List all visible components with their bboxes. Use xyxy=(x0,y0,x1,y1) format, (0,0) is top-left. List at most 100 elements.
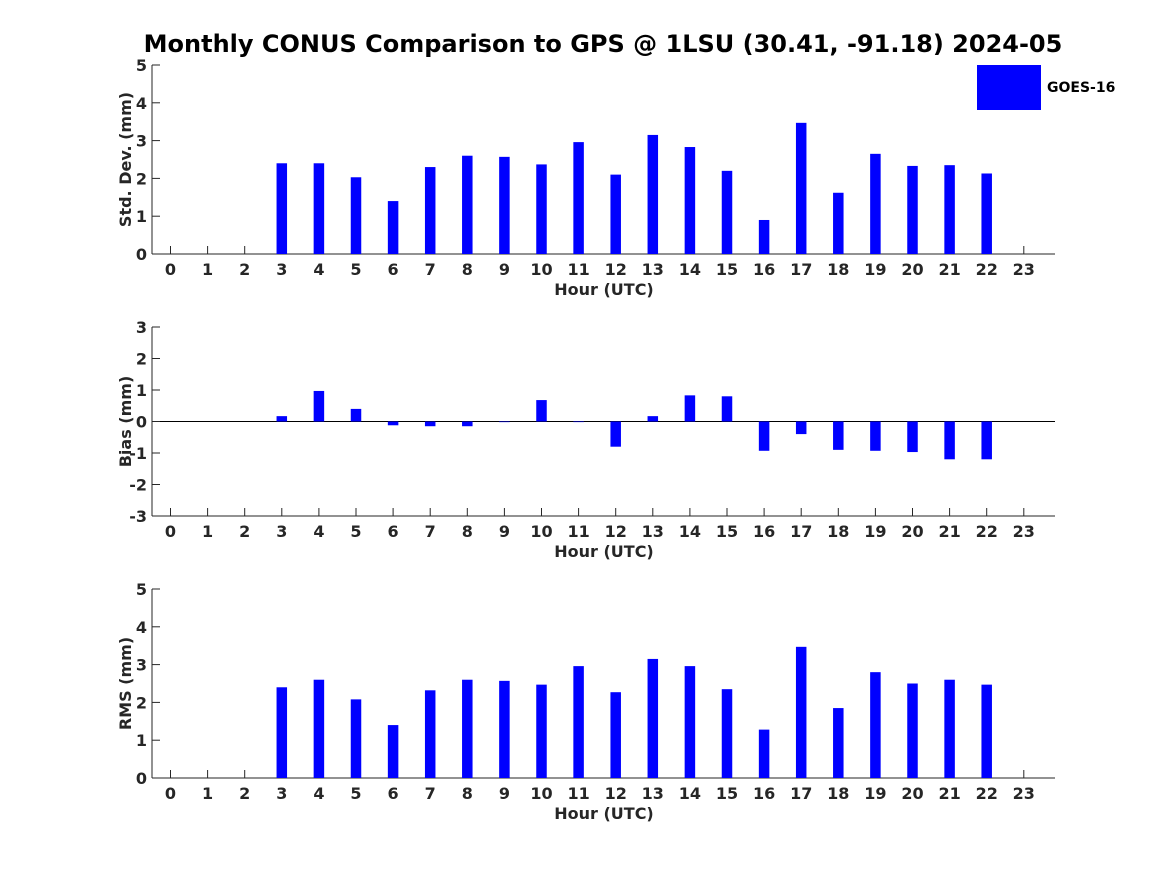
bar-std-dev-hour-15 xyxy=(721,170,733,254)
bar-std-dev-hour-13 xyxy=(647,134,659,254)
bar-rms-hour-7 xyxy=(424,690,436,778)
bar-bias-hour-12 xyxy=(610,421,621,447)
bar-std-dev-hour-4 xyxy=(313,163,325,254)
x-tick-label: 8 xyxy=(462,522,473,541)
y-tick-label: 1 xyxy=(136,207,147,226)
bar-rms-hour-19 xyxy=(870,672,881,778)
bar-rms-hour-16 xyxy=(758,729,770,778)
x-tick-label: 0 xyxy=(165,260,176,279)
y-axis-label: Std. Dev. (mm) xyxy=(116,92,135,227)
y-tick-label: -2 xyxy=(129,476,147,495)
bar-std-dev-hour-8 xyxy=(462,155,473,254)
bar-std-dev-hour-10 xyxy=(536,164,547,254)
x-tick-label: 3 xyxy=(276,260,287,279)
x-tick-label: 20 xyxy=(901,784,923,803)
y-tick-label: 5 xyxy=(136,580,147,599)
x-axis-label: Hour (UTC) xyxy=(554,804,654,823)
x-tick-label: 7 xyxy=(425,522,436,541)
x-tick-label: 8 xyxy=(462,784,473,803)
bar-std-dev-hour-6 xyxy=(387,201,399,254)
x-tick-label: 18 xyxy=(827,522,849,541)
y-tick-label: 4 xyxy=(136,618,147,637)
bar-rms-hour-13 xyxy=(647,658,659,778)
bar-std-dev-hour-16 xyxy=(758,219,770,254)
x-tick-label: 4 xyxy=(313,522,324,541)
bar-bias-hour-16 xyxy=(758,421,770,451)
bar-rms-hour-22 xyxy=(981,684,992,778)
x-tick-label: 9 xyxy=(499,522,510,541)
x-tick-label: 22 xyxy=(976,784,998,803)
x-tick-label: 11 xyxy=(567,260,589,279)
y-tick-label: 1 xyxy=(136,381,147,400)
x-tick-label: 23 xyxy=(1013,260,1035,279)
bar-rms-hour-18 xyxy=(833,708,844,778)
bar-rms-hour-12 xyxy=(610,692,621,778)
bar-rms-hour-11 xyxy=(573,666,584,778)
x-tick-label: 23 xyxy=(1013,784,1035,803)
x-tick-label: 11 xyxy=(567,522,589,541)
bar-std-dev-hour-20 xyxy=(907,165,918,254)
x-tick-label: 16 xyxy=(753,522,775,541)
bar-bias-hour-20 xyxy=(907,421,918,453)
x-tick-label: 3 xyxy=(276,522,287,541)
bar-std-dev-hour-14 xyxy=(684,147,696,254)
bar-bias-hour-3 xyxy=(276,416,288,422)
x-tick-label: 5 xyxy=(350,260,361,279)
x-tick-label: 9 xyxy=(499,260,510,279)
y-tick-label: 0 xyxy=(136,413,147,432)
x-tick-label: 6 xyxy=(388,784,399,803)
x-tick-label: 2 xyxy=(239,260,250,279)
bar-rms-hour-14 xyxy=(684,666,696,778)
y-tick-label: 3 xyxy=(136,318,147,337)
bar-std-dev-hour-17 xyxy=(795,122,807,254)
y-tick-label: 0 xyxy=(136,245,147,264)
x-tick-label: 13 xyxy=(642,784,664,803)
bar-bias-hour-6 xyxy=(387,421,399,426)
bar-bias-hour-8 xyxy=(462,421,473,427)
bar-bias-hour-5 xyxy=(350,408,362,422)
bar-bias-hour-18 xyxy=(833,421,844,450)
bar-std-dev-hour-9 xyxy=(499,156,510,254)
x-tick-label: 2 xyxy=(239,522,250,541)
x-tick-label: 0 xyxy=(165,522,176,541)
x-tick-label: 11 xyxy=(567,784,589,803)
bar-bias-hour-9 xyxy=(499,421,510,423)
bar-rms-hour-20 xyxy=(907,683,918,778)
x-tick-label: 5 xyxy=(350,522,361,541)
x-tick-label: 20 xyxy=(901,522,923,541)
bar-rms-hour-15 xyxy=(721,689,733,778)
x-tick-label: 4 xyxy=(313,784,324,803)
x-tick-label: 22 xyxy=(976,522,998,541)
chart-title: Monthly CONUS Comparison to GPS @ 1LSU (… xyxy=(144,30,1063,58)
y-tick-label: 3 xyxy=(136,656,147,675)
x-tick-label: 14 xyxy=(679,522,701,541)
bar-rms-hour-3 xyxy=(276,687,288,778)
x-tick-label: 7 xyxy=(425,784,436,803)
bar-bias-hour-4 xyxy=(313,390,325,422)
bar-std-dev-hour-5 xyxy=(350,177,362,254)
y-tick-label: -1 xyxy=(129,444,147,463)
bar-std-dev-hour-19 xyxy=(870,153,881,254)
x-tick-label: 10 xyxy=(530,522,552,541)
x-tick-label: 12 xyxy=(605,522,627,541)
x-tick-label: 14 xyxy=(679,784,701,803)
x-tick-label: 15 xyxy=(716,522,738,541)
x-tick-label: 17 xyxy=(790,260,812,279)
x-tick-label: 16 xyxy=(753,260,775,279)
bar-std-dev-hour-22 xyxy=(981,173,992,254)
x-tick-label: 8 xyxy=(462,260,473,279)
bar-rms-hour-6 xyxy=(387,725,399,778)
x-tick-label: 18 xyxy=(827,260,849,279)
y-tick-label: 0 xyxy=(136,769,147,788)
legend: GOES-16 xyxy=(977,65,1115,110)
bar-bias-hour-22 xyxy=(981,421,992,460)
y-axis-label: RMS (mm) xyxy=(116,637,135,730)
x-tick-label: 21 xyxy=(938,260,960,279)
x-tick-label: 0 xyxy=(165,784,176,803)
bar-bias-hour-13 xyxy=(647,416,659,422)
x-tick-label: 17 xyxy=(790,522,812,541)
x-tick-label: 1 xyxy=(202,522,213,541)
x-tick-label: 21 xyxy=(938,784,960,803)
y-tick-label: -3 xyxy=(129,507,147,526)
